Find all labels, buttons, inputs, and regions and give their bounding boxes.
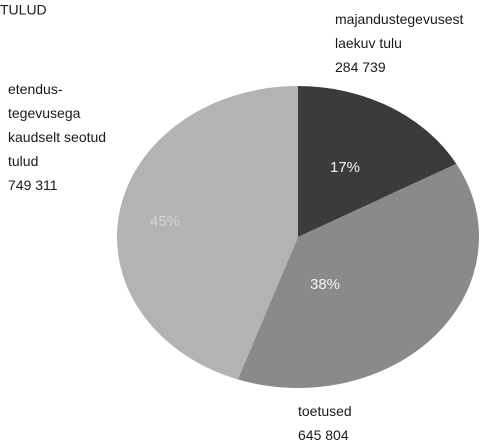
label-line: 284 739 <box>335 59 386 75</box>
label-line: majandustegevusest <box>335 11 464 27</box>
percent-label: 17% <box>330 159 360 176</box>
pie-slice <box>237 163 479 388</box>
percent-label: 38% <box>310 276 340 293</box>
label-line: kaudselt seotud <box>8 129 106 145</box>
label-line: tegevusega <box>8 105 81 121</box>
slice-label: toetused 645 804 <box>298 403 352 443</box>
label-line: toetused <box>298 403 352 419</box>
slice-label: etendus-tegevusega kaudselt seotud tulud 74… <box>8 81 106 193</box>
label-line: etendus- <box>8 81 63 97</box>
chart-title: TULUD <box>0 2 47 18</box>
pie-slice <box>298 86 457 237</box>
label-line: laekuv tulu <box>335 35 402 51</box>
percent-label: 45% <box>150 213 180 230</box>
label-line: 645 804 <box>298 427 349 443</box>
pie-slice <box>116 86 299 380</box>
slice-label: majandustegevusest laekuv tulu 284 739 <box>335 11 464 75</box>
label-line: 749 311 <box>8 177 58 193</box>
label-line: tulud <box>8 153 38 169</box>
